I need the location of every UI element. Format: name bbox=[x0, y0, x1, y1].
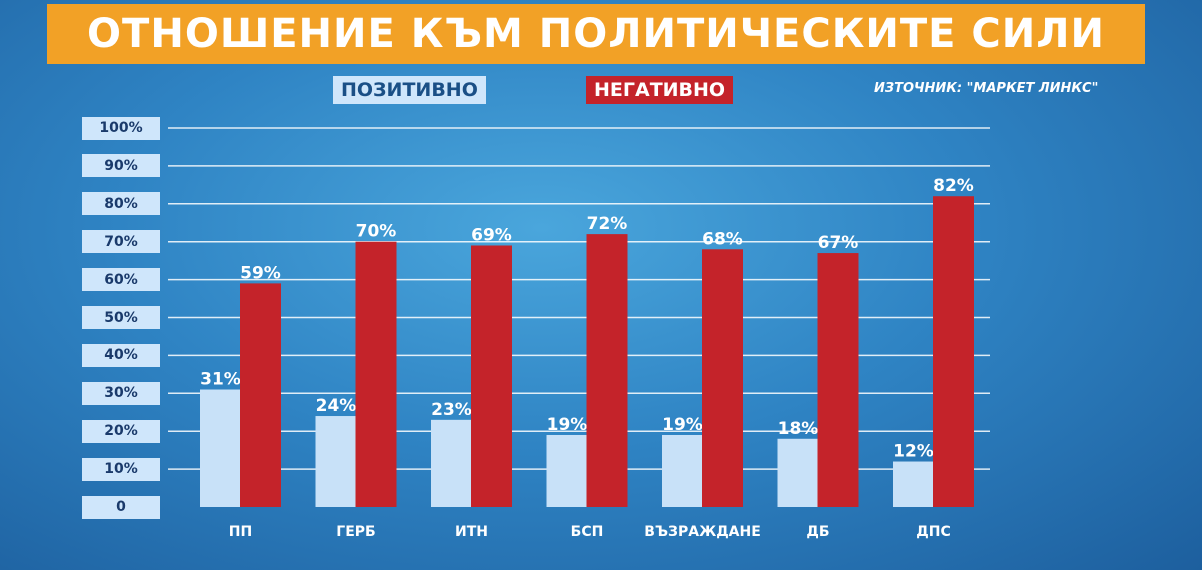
data-label: 12% bbox=[893, 442, 934, 462]
data-label: 31% bbox=[200, 370, 241, 390]
y-tick-label: 90% bbox=[82, 154, 160, 178]
legend-negative: НЕГАТИВНО bbox=[586, 76, 734, 104]
category-label: ИТН bbox=[455, 524, 488, 540]
y-tick-label: 80% bbox=[82, 192, 160, 216]
data-label: 59% bbox=[240, 263, 281, 283]
bar-negative bbox=[933, 196, 974, 507]
data-label: 70% bbox=[356, 222, 397, 242]
category-label: ДБ bbox=[806, 524, 829, 540]
bar-positive bbox=[315, 416, 357, 507]
category-label: ПП bbox=[229, 524, 252, 540]
y-tick-label: 10% bbox=[82, 457, 160, 481]
title-banner: ОТНОШЕНИЕ КЪМ ПОЛИТИЧЕСКИТЕ СИЛИ bbox=[47, 4, 1145, 64]
data-label: 67% bbox=[818, 233, 859, 253]
bar-negative bbox=[586, 234, 628, 507]
data-label: 24% bbox=[316, 396, 357, 416]
category-label: ДПС bbox=[916, 524, 950, 540]
bar-negative bbox=[817, 253, 859, 507]
y-tick-label: 30% bbox=[82, 381, 160, 405]
bar-negative bbox=[355, 241, 397, 507]
bar-positive bbox=[200, 389, 241, 507]
bar-positive bbox=[893, 461, 934, 507]
category-label: ВЪЗРАЖДАНЕ bbox=[644, 524, 761, 540]
bar-positive bbox=[546, 434, 588, 507]
data-label: 68% bbox=[702, 229, 743, 249]
bar-negative bbox=[702, 249, 743, 507]
data-label: 69% bbox=[471, 225, 512, 245]
y-tick-label: 40% bbox=[82, 343, 160, 367]
source-label: ИЗТОЧНИК: "МАРКЕТ ЛИНКС" bbox=[874, 81, 1099, 96]
bar-negative bbox=[240, 283, 281, 507]
data-label: 19% bbox=[547, 415, 588, 435]
y-tick-label: 60% bbox=[82, 268, 160, 292]
y-tick-label: 20% bbox=[82, 419, 160, 443]
y-tick-label: 50% bbox=[82, 306, 160, 329]
data-label: 72% bbox=[587, 214, 628, 234]
bar-positive bbox=[431, 419, 472, 507]
y-tick-label: 0 bbox=[82, 495, 160, 519]
data-label: 19% bbox=[662, 415, 703, 435]
bar-positive bbox=[662, 434, 703, 507]
category-label: БСП bbox=[571, 524, 604, 540]
data-label: 23% bbox=[431, 400, 472, 420]
data-label: 82% bbox=[933, 176, 974, 196]
category-label: ГЕРБ bbox=[336, 524, 375, 540]
data-label: 18% bbox=[778, 419, 819, 439]
chart-title: ОТНОШЕНИЕ КЪМ ПОЛИТИЧЕСКИТЕ СИЛИ bbox=[87, 11, 1105, 57]
bar-positive bbox=[777, 438, 819, 507]
legend-positive: ПОЗИТИВНО bbox=[333, 76, 486, 104]
y-tick-label: 70% bbox=[82, 230, 160, 254]
bar-negative bbox=[471, 245, 512, 508]
y-tick-label: 100% bbox=[82, 116, 160, 140]
